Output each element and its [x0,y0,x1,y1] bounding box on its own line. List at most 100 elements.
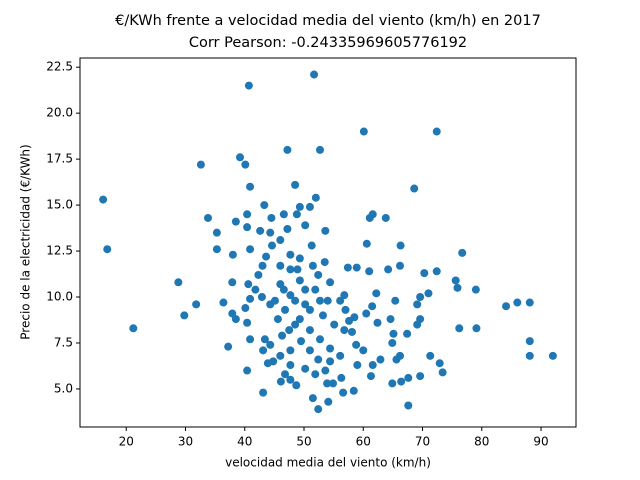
point [397,377,406,386]
point [204,213,212,222]
point [314,405,323,414]
point [301,364,310,373]
point [276,236,285,245]
point [292,381,301,390]
point [291,180,300,189]
plot-frame [79,57,577,428]
x-tick-label: 70 [415,435,430,449]
point [283,224,292,233]
point [323,296,332,305]
point [368,210,377,219]
point [352,340,361,349]
point [471,285,480,294]
point [228,250,237,259]
point [323,379,332,388]
point [420,269,429,278]
point [381,213,390,222]
point [305,346,314,355]
point [314,355,323,364]
point [267,213,276,222]
point [251,285,260,294]
y-tick-label: 10.0 [46,290,73,304]
point [196,160,205,169]
point [352,263,361,272]
point [376,355,385,364]
point [404,373,413,382]
y-tick-label: 15.0 [46,198,73,212]
point [310,70,319,79]
point [416,315,425,324]
point [244,81,253,90]
point [368,302,377,311]
point [243,223,252,232]
point [388,338,397,347]
point [388,379,397,388]
point [502,302,511,311]
point [438,368,447,377]
point [266,340,275,349]
point [384,265,393,274]
point [174,278,183,287]
point [286,361,295,370]
point [212,228,221,237]
point [314,270,323,279]
point [286,291,295,300]
point [259,346,268,355]
point [270,296,279,305]
point [286,265,295,274]
point [432,127,441,136]
chart-title: €/KWh frente a velocidad media del vient… [115,13,541,29]
point [320,258,329,267]
x-tick-label: 20 [119,435,134,449]
point [103,245,112,254]
chart-subtitle: Corr Pearson: -0.24335969605776192 [189,35,467,51]
y-tick-label: 17.5 [46,152,73,166]
point [180,311,189,320]
point [263,359,272,368]
x-tick-label: 90 [533,435,548,449]
point [246,335,255,344]
y-tick-label: 5.0 [54,381,73,395]
point [329,379,338,388]
point [219,298,228,307]
point [311,285,320,294]
point [286,375,295,384]
x-axis-label: velocidad media del viento (km/h) [225,456,431,470]
point [262,252,271,261]
point [316,296,324,305]
point [362,309,371,318]
point [458,248,467,257]
point [318,311,327,320]
x-tick-label: 50 [296,435,311,449]
point [324,397,333,406]
point [286,250,295,259]
point [291,296,300,305]
point [260,201,269,210]
point [404,401,413,410]
point [305,326,314,335]
point [236,153,244,162]
point [396,241,405,250]
point [340,291,349,300]
point [301,300,310,309]
point [326,357,335,366]
point [243,366,252,375]
point [241,160,250,169]
point [283,145,292,154]
point [305,305,314,314]
point [243,210,252,219]
point [316,335,324,344]
point [353,361,362,370]
point [281,370,290,379]
point [410,184,419,193]
point [276,377,285,386]
point [321,366,330,375]
point [212,245,221,254]
point [435,359,444,368]
point [291,320,300,329]
point [432,267,441,276]
point [525,298,534,307]
x-tick-label: 40 [237,435,252,449]
point [311,370,320,379]
